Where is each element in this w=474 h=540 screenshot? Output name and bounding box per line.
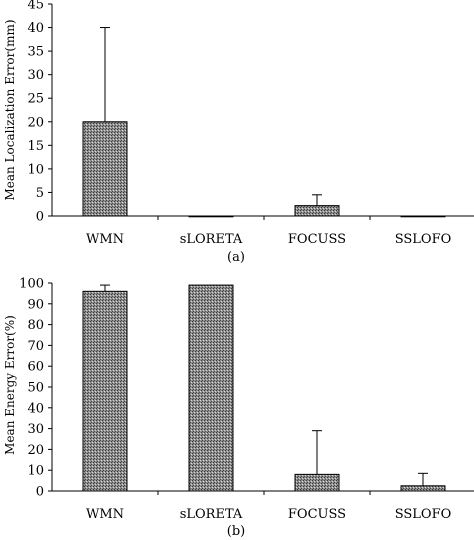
chart-a: Mean Localization Error(mm) 0 5 10 15 20 25 30… [3,0,474,265]
bar [400,215,446,218]
y-tick-label: 25 [27,92,44,107]
category-label: FOCUSS [288,232,346,247]
y-tick-label: 50 [27,381,44,396]
bar [82,121,128,217]
y-tick-label: 40 [27,401,44,416]
y-tick-label: 0 [36,485,44,500]
y-tick-label: 5 [36,186,44,201]
bar [188,284,234,492]
chart-b-ticks: 0 10 20 30 40 50 60 70 80 90 100 [19,277,52,500]
chart-a-bars [82,27,446,218]
chart-b-bars [82,284,446,492]
y-tick-label: 40 [27,21,44,36]
bar [400,485,446,492]
chart-a-ylabel: Mean Localization Error(mm) [3,19,17,200]
y-tick-label: 100 [19,277,44,292]
y-tick-label: 10 [27,464,44,479]
category-label: SSLOFO [395,232,452,247]
y-tick-label: 15 [27,139,44,154]
category-label: sLORETA [180,232,243,247]
category-label: WMN [86,507,124,522]
y-tick-label: 30 [27,68,44,83]
bar [188,215,234,218]
chart-a-ticks: 0 5 10 15 20 25 30 35 40 45 [27,0,52,225]
chart-a-caption: (a) [227,250,245,265]
category-label: WMN [86,232,124,247]
chart-b: Mean Energy Error(%) 0 10 20 30 40 50 60 70 80 90… [3,277,474,539]
y-tick-label: 60 [27,360,44,375]
chart-b-ylabel: Mean Energy Error(%) [3,315,17,455]
y-tick-label: 90 [27,297,44,312]
y-tick-label: 20 [27,443,44,458]
y-tick-label: 70 [27,339,44,354]
bar [294,473,340,492]
y-tick-label: 35 [27,45,44,60]
chart-a-category-labels: WMN sLORETA FOCUSS SSLOFO [86,232,451,247]
y-tick-label: 0 [36,210,44,225]
y-tick-label: 80 [27,318,44,333]
category-label: sLORETA [180,507,243,522]
category-label: SSLOFO [395,507,452,522]
bar [294,205,340,217]
bar [82,290,128,492]
category-label: FOCUSS [288,507,346,522]
y-tick-label: 45 [27,0,44,13]
chart-b-category-labels: WMN sLORETA FOCUSS SSLOFO [86,507,451,522]
y-tick-label: 20 [27,115,44,130]
chart-b-caption: (b) [227,524,245,539]
y-tick-label: 30 [27,422,44,437]
y-tick-label: 10 [27,162,44,177]
